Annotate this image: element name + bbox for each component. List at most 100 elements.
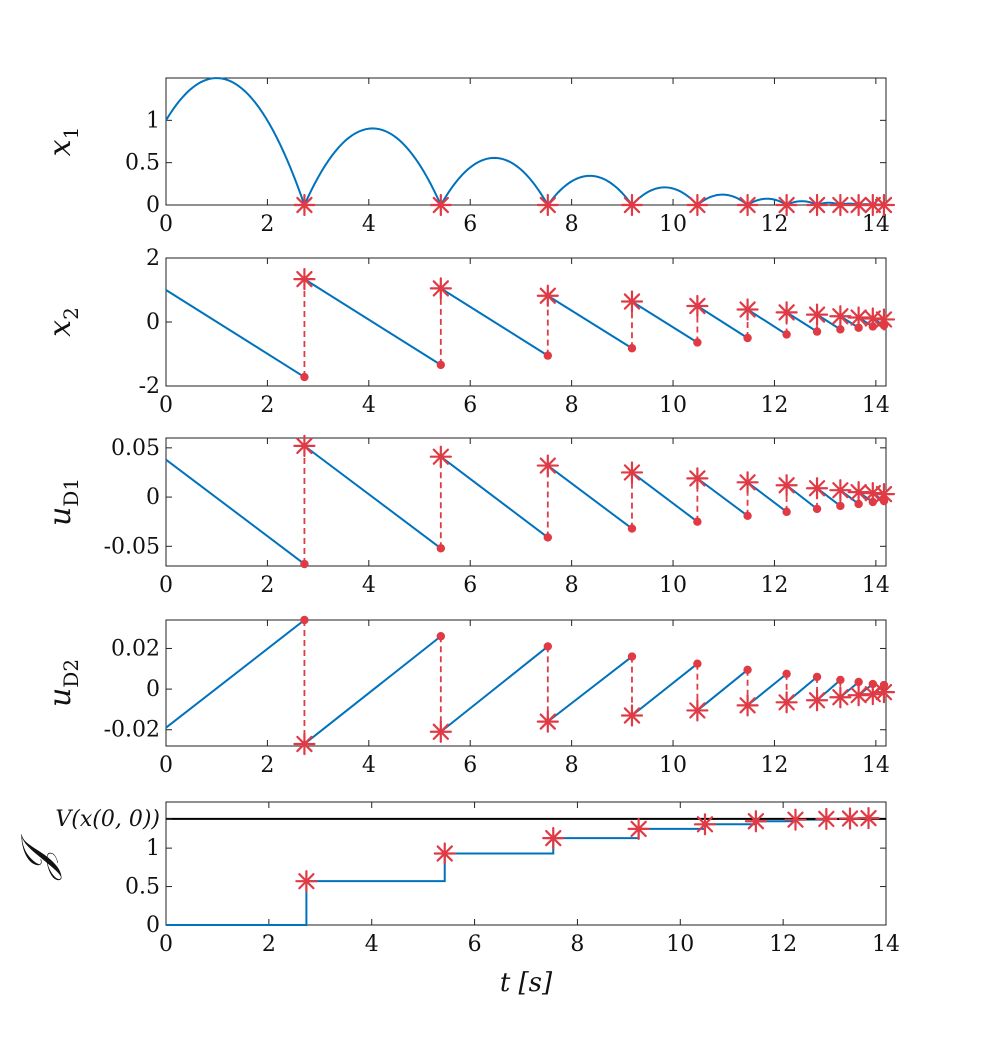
cost-jump-marker xyxy=(542,827,565,850)
y-axis-label: uD2 xyxy=(43,659,83,707)
axes-box xyxy=(165,77,887,206)
cost-jump-marker xyxy=(838,807,862,830)
y-tick-label: 0.5 xyxy=(125,151,160,176)
x-tick-label: 10 xyxy=(666,932,694,957)
y-tick-label: 0.02 xyxy=(111,636,160,661)
x-tick-label: 6 xyxy=(463,753,477,778)
post-jump-marker xyxy=(775,301,798,324)
post-jump-marker xyxy=(872,681,896,704)
pre-jump-dot xyxy=(693,338,702,347)
x-tick-label: 12 xyxy=(760,753,788,778)
post-jump-marker xyxy=(829,686,852,709)
cost-jump-marker xyxy=(784,808,807,831)
cost-jump-marker xyxy=(295,870,318,893)
cost-jump-marker xyxy=(627,817,650,841)
y-tick-label: 1 xyxy=(146,836,160,861)
series-segment xyxy=(440,455,549,539)
cost-jump-marker xyxy=(433,842,456,865)
x-tick-label: 14 xyxy=(862,212,890,237)
pre-jump-dot xyxy=(743,333,752,343)
post-jump-marker xyxy=(829,479,852,502)
x-tick-label: 0 xyxy=(159,573,173,598)
x-tick-label: 2 xyxy=(262,932,276,957)
y-tick-label: -0.02 xyxy=(104,718,160,743)
post-jump-marker xyxy=(429,445,452,468)
pre-jump-dot xyxy=(743,665,752,674)
y-tick-label: 0 xyxy=(146,677,160,702)
series-segment xyxy=(165,458,306,565)
x-tick-label: 6 xyxy=(463,393,477,418)
pre-jump-dot xyxy=(300,615,309,625)
jump-marker xyxy=(736,193,759,217)
x-tick-label: 12 xyxy=(760,212,788,237)
cost-jump-marker xyxy=(815,807,838,831)
y-axis-label-subscript: D2 xyxy=(59,659,83,688)
jump-marker xyxy=(872,193,896,217)
pre-jump-dot xyxy=(782,669,791,679)
x-tick-label: 4 xyxy=(365,932,379,957)
series-segment xyxy=(631,300,698,344)
x-tick-label: 8 xyxy=(570,932,584,957)
x-tick-label: 10 xyxy=(659,393,687,418)
panel-uD2: 0 2 4 6 8 10 12 14 -0.02 0 0.02 uD2 xyxy=(43,615,896,778)
series-segment xyxy=(440,645,549,733)
x-tick-label: 4 xyxy=(362,573,376,598)
x-tick-label: 10 xyxy=(659,753,687,778)
post-jump-marker xyxy=(686,467,709,490)
x-tick-label: 4 xyxy=(362,753,376,778)
x-tick-label: 14 xyxy=(862,393,890,418)
pre-jump-dot xyxy=(300,372,309,382)
series-segment xyxy=(786,311,818,333)
pre-jump-dot xyxy=(836,501,845,511)
post-jump-marker xyxy=(620,461,644,484)
x-tick-label: 0 xyxy=(159,393,173,418)
x-tick-label: 4 xyxy=(362,393,376,418)
jump-marker xyxy=(805,193,829,217)
x-tick-label: 14 xyxy=(872,932,900,957)
series-segment xyxy=(631,662,699,717)
pre-jump-dot xyxy=(436,360,446,370)
series-segment xyxy=(303,278,442,366)
post-jump-marker xyxy=(736,694,759,717)
x-tick-label: 8 xyxy=(565,393,579,418)
series-segment xyxy=(547,464,633,530)
post-jump-marker xyxy=(293,732,316,756)
series-segment xyxy=(746,481,788,513)
jump-marker xyxy=(429,193,452,217)
axes-box xyxy=(165,619,887,747)
x-tick-label: 10 xyxy=(659,573,687,598)
cost-jump-marker xyxy=(744,810,767,833)
series-segment xyxy=(547,294,633,350)
y-tick-label: 0 xyxy=(146,485,160,510)
y-tick-label: -0.05 xyxy=(104,534,160,559)
x-tick-label: 2 xyxy=(260,573,274,598)
series-segment xyxy=(696,477,749,517)
x-tick-label: 8 xyxy=(565,753,579,778)
pre-jump-dot xyxy=(812,504,822,514)
y-tick-label: 2 xyxy=(146,246,160,271)
pre-jump-dot xyxy=(543,533,553,542)
pre-jump-dot xyxy=(854,499,863,509)
y-tick-label: 0 xyxy=(146,310,160,335)
series-segment xyxy=(696,305,749,339)
axes-box xyxy=(165,257,887,387)
post-jump-marker xyxy=(429,277,452,300)
post-jump-marker xyxy=(847,684,870,707)
y-tick-label: 0.05 xyxy=(111,436,160,461)
post-jump-marker xyxy=(293,434,316,457)
x-axis-label: t [s] xyxy=(500,968,553,998)
y-tick-label: 0 xyxy=(146,913,160,938)
x-tick-label: 2 xyxy=(260,393,274,418)
y-axis-label: uD1 xyxy=(43,478,83,526)
x-tick-label: 6 xyxy=(463,573,477,598)
cost-step-line xyxy=(166,817,870,926)
pre-jump-dot xyxy=(812,672,822,682)
y-tick-label: -2 xyxy=(139,374,160,399)
pre-jump-dot xyxy=(627,344,637,353)
y-axis-label: x2 xyxy=(43,307,83,337)
panel-J: 0 2 4 6 8 10 12 14 0 0.5 1 𝒥V(x(0, 0)) t [s] xyxy=(12,801,900,998)
post-jump-marker xyxy=(736,298,759,321)
